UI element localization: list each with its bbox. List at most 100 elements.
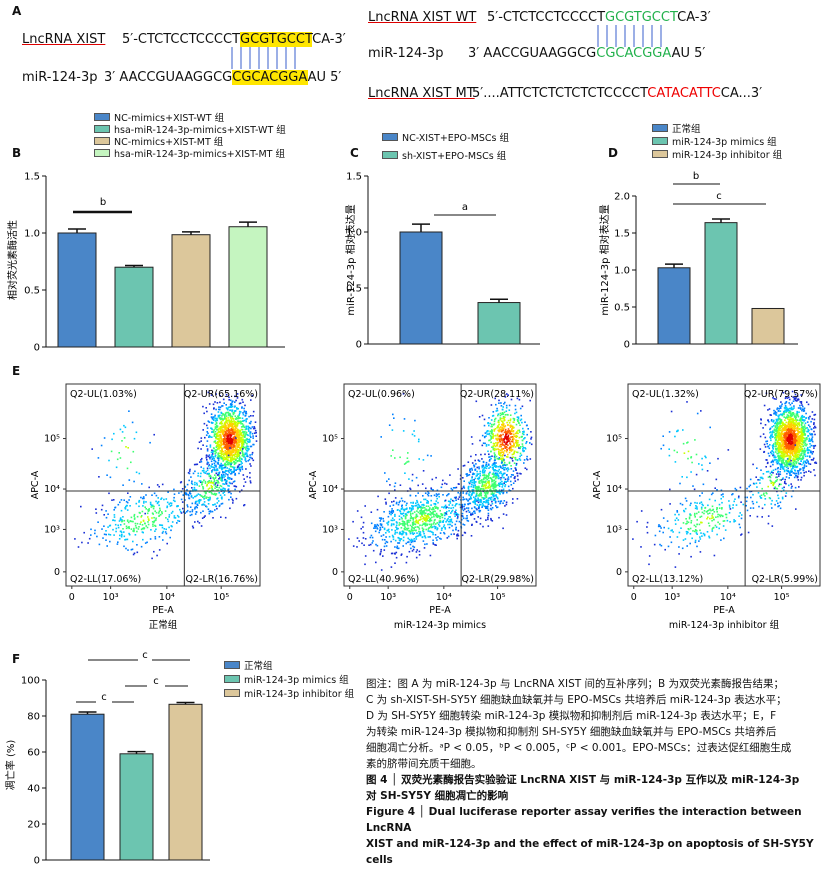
event-dot — [408, 538, 411, 541]
y-tick-label: 1.5 — [346, 172, 362, 183]
event-dot — [516, 416, 519, 418]
flow-plot-inhibitor: Q2-UL(1.32%) Q2-UR(79.57%)Q2-LL(13.12%) Q2… — [592, 383, 821, 631]
event-dot — [479, 503, 482, 506]
event-dot — [248, 441, 251, 443]
event-dot — [234, 426, 237, 429]
event-dot — [220, 488, 222, 491]
quadrant-lr-label: Q2-LR(29.98%) — [462, 574, 534, 585]
event-dot — [502, 417, 505, 420]
event-dot — [207, 481, 209, 483]
event-dot — [479, 494, 482, 496]
event-dot — [211, 436, 213, 438]
event-dot — [220, 439, 222, 441]
event-dot — [806, 455, 809, 457]
event-dot — [396, 545, 399, 548]
event-dot — [515, 469, 517, 471]
event-dot — [229, 438, 232, 441]
event-dot — [416, 510, 418, 512]
y-tick-label: 10³ — [322, 524, 338, 535]
event-dot — [439, 537, 441, 540]
event-dot — [220, 451, 223, 454]
event-dot — [415, 519, 417, 522]
event-dot — [180, 481, 183, 483]
event-dot — [194, 502, 197, 505]
event-dot — [490, 438, 492, 440]
event-dot — [126, 501, 129, 504]
event-dot — [481, 485, 483, 488]
event-dot — [494, 469, 496, 471]
event-dot — [465, 498, 468, 501]
event-dot — [394, 457, 396, 459]
event-dot — [459, 478, 462, 480]
event-dot — [244, 457, 247, 459]
event-dot — [238, 420, 240, 423]
event-dot — [487, 487, 490, 489]
event-dot — [422, 517, 424, 520]
event-dot — [213, 459, 215, 462]
event-dot — [780, 451, 783, 453]
event-dot — [244, 459, 246, 461]
event-dot — [415, 476, 418, 479]
event-dot — [230, 496, 232, 498]
event-dot — [186, 483, 189, 486]
event-dot — [433, 503, 435, 505]
event-dot — [503, 423, 505, 425]
event-dot — [809, 463, 812, 465]
event-dot — [421, 504, 423, 506]
event-dot — [237, 432, 239, 434]
event-dot — [456, 535, 458, 537]
event-dot — [241, 443, 244, 445]
event-dot — [213, 433, 216, 435]
event-dot — [483, 418, 486, 421]
event-dot — [517, 445, 520, 447]
event-dot — [159, 507, 161, 510]
event-dot — [435, 512, 438, 515]
event-dot — [236, 428, 239, 431]
event-dot — [487, 450, 489, 453]
event-dot — [196, 482, 198, 485]
event-dot — [485, 495, 487, 498]
event-dot — [216, 435, 219, 437]
event-dot — [216, 442, 219, 445]
event-dot — [457, 491, 459, 494]
event-dot — [407, 460, 410, 463]
event-dot — [775, 473, 778, 475]
event-dot — [211, 466, 213, 468]
event-dot — [412, 505, 414, 507]
event-dot — [200, 437, 203, 439]
event-dot — [787, 438, 790, 440]
y-tick-label: 10⁵ — [322, 434, 338, 445]
event-dot — [478, 482, 480, 484]
event-dot — [223, 402, 225, 404]
event-dot — [494, 483, 497, 485]
event-dot — [522, 427, 524, 430]
event-dot — [222, 451, 224, 453]
event-dot — [489, 488, 492, 490]
event-dot — [220, 452, 222, 455]
event-dot — [120, 499, 123, 501]
event-dot — [123, 523, 126, 525]
event-dot — [782, 455, 784, 458]
event-dot — [498, 399, 500, 402]
event-dot — [244, 452, 247, 454]
event-dot — [234, 422, 237, 424]
event-dot — [530, 438, 532, 440]
event-dot — [232, 481, 235, 483]
event-dot — [227, 411, 230, 414]
event-dot — [461, 512, 464, 515]
event-dot — [490, 404, 493, 406]
legend-swatch — [652, 150, 668, 158]
event-dot — [406, 555, 408, 558]
event-dot — [803, 440, 805, 442]
event-dot — [123, 437, 126, 439]
event-dot — [524, 447, 527, 450]
event-dot — [233, 420, 235, 422]
event-dot — [523, 430, 525, 433]
event-dot — [426, 454, 429, 457]
event-dot — [169, 505, 172, 507]
event-dot — [237, 433, 239, 436]
event-dot — [222, 471, 224, 474]
event-dot — [492, 468, 494, 470]
event-dot — [446, 537, 449, 539]
event-dot — [425, 508, 427, 511]
